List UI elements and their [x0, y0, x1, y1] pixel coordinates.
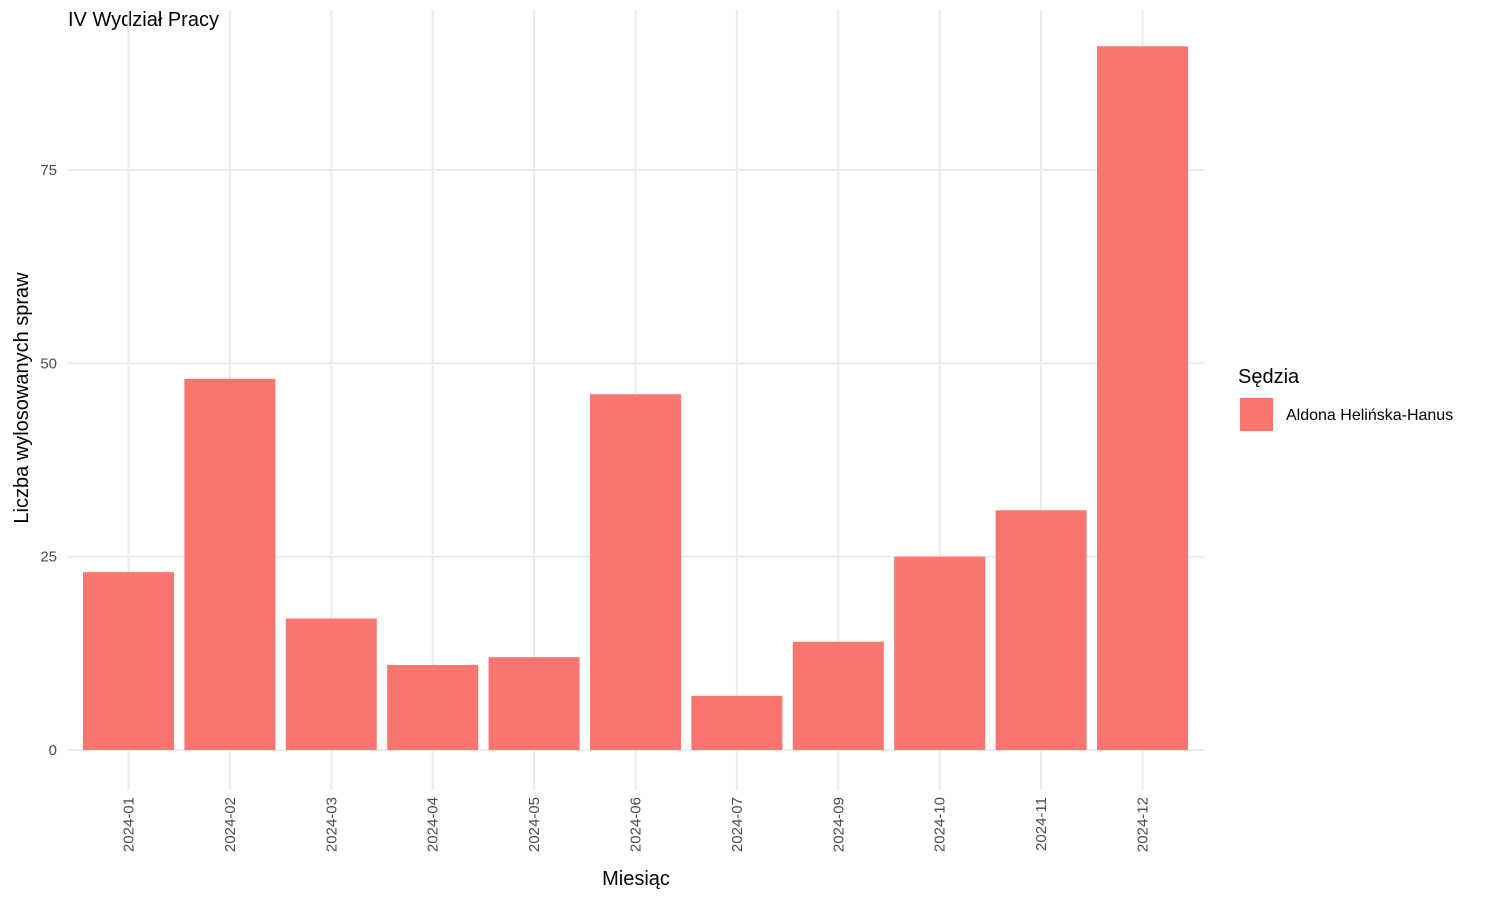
bar-2024-05: [488, 657, 580, 750]
bar-2024-04: [387, 664, 479, 750]
x-tick-label: 2024-05: [526, 797, 543, 852]
y-tick-label: 75: [40, 162, 57, 179]
y-tick-label: 25: [40, 549, 57, 566]
bar-2024-01: [83, 572, 174, 750]
bar-2024-06: [590, 394, 681, 750]
x-tick-label: 2024-12: [1135, 797, 1152, 852]
bar-2024-11: [995, 510, 1087, 750]
x-axis-ticks: 2024-01 2024-02 2024-03 2024-04 2024-05 2024-…: [121, 797, 1152, 852]
legend-key: [1240, 398, 1273, 431]
x-tick-label: 2024-09: [830, 797, 847, 852]
legend-title: Sędzia: [1238, 366, 1300, 388]
bar-2024-12: [1097, 46, 1188, 751]
x-tick-label: 2024-06: [628, 797, 645, 852]
x-tick-label: 2024-10: [932, 797, 949, 852]
x-tick-label: 2024-11: [1033, 797, 1050, 851]
x-axis-title: Miesiąc: [602, 868, 670, 890]
x-tick-label: 2024-02: [222, 797, 239, 852]
y-axis-title: Liczba wylosowanych spraw: [11, 272, 33, 524]
x-tick-label: 2024-04: [425, 797, 442, 852]
x-tick-label: 2024-07: [729, 797, 746, 852]
bar-2024-09: [792, 641, 884, 750]
y-axis-ticks: 0 25 50 75: [40, 162, 57, 759]
legend: Sędzia Aldona Helińska-Hanus: [1238, 366, 1453, 431]
x-tick-label: 2024-03: [323, 797, 340, 852]
bar-2024-10: [894, 556, 986, 750]
y-tick-label: 50: [40, 355, 57, 372]
bar-2024-02: [184, 378, 276, 750]
x-tick-label: 2024-01: [121, 797, 138, 852]
y-tick-label: 0: [49, 742, 57, 759]
bar-2024-07: [691, 695, 783, 750]
legend-label: Aldona Helińska-Hanus: [1286, 407, 1453, 424]
chart-title: IV Wydział Pracy: [68, 9, 219, 31]
bars: [83, 46, 1188, 751]
bar-2024-03: [285, 618, 377, 750]
